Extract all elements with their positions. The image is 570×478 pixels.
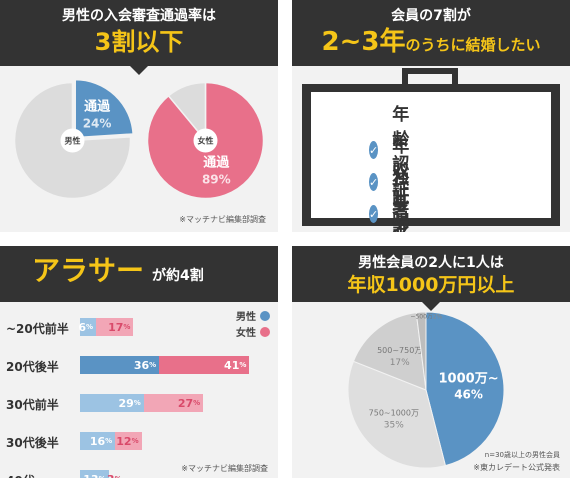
- age-category-label: 20代後半: [6, 360, 59, 374]
- briefcase-handle: [402, 68, 458, 86]
- legend-male-swatch: [260, 310, 270, 321]
- income-note-1: n=30歳以上の男性会員: [484, 451, 560, 459]
- income-highlight: 年収1000万円以上: [347, 274, 515, 296]
- pass-rate-highlight: 3割以下: [94, 28, 184, 56]
- verification-header: 会員の7割が 2~3年のうちに結婚したい: [292, 0, 570, 66]
- income-slice-label: 1000万~: [439, 372, 499, 387]
- legend-male-label: 男性: [236, 312, 256, 323]
- pass-rate-panel: 男性の入会審査通過率は 3割以下 通過 24% 男性 通過 89% 女性 ※マッチナビ編…: [0, 0, 278, 232]
- briefcase-inner: ✓年齢認証✓年収証明✓独身証明✓著名人認証: [311, 92, 551, 232]
- income-slice-label: 750~1000万: [369, 408, 419, 417]
- verification-item: ✓ 独身証明: [369, 164, 419, 232]
- verification-item: ✓ 年収証明: [369, 132, 419, 232]
- age-category-label: 30代前半: [6, 398, 59, 412]
- header-notch: [129, 65, 149, 75]
- verification-item-label: 年収証明: [392, 137, 411, 232]
- check-icon: ✓: [369, 205, 379, 223]
- female-pass-value: 89%: [202, 173, 231, 187]
- male-bar: 13%: [80, 470, 109, 478]
- briefcase: ✓年齢認証✓年収証明✓独身証明✓著名人認証: [302, 84, 560, 232]
- male-pass-value: 24%: [83, 116, 112, 130]
- income-slice: [425, 311, 505, 467]
- female-other-slice: [167, 81, 207, 143]
- pass-rate-note: ※マッチナビ編集部調査: [179, 215, 266, 224]
- female-pass-label: 通過: [203, 155, 230, 171]
- male-pass-slice: [74, 78, 134, 139]
- female-bar: 17%: [96, 318, 134, 336]
- income-note-2: ※東カレデート公式発表: [473, 463, 560, 472]
- income-slice-label: 500~750万: [377, 346, 422, 355]
- verification-highlight: 2~3年: [321, 27, 406, 57]
- male-center-label: 男性: [65, 136, 81, 146]
- age-title-rest: が約4割: [152, 268, 204, 284]
- income-pie: 1000万~46% 750~1000万 35% 500~750万 17% ~500万 2%: [347, 311, 505, 469]
- check-icon: ✓: [369, 141, 379, 159]
- verification-item-label: 独身証明: [392, 169, 411, 232]
- age-category-label: ~20代前半: [6, 322, 69, 336]
- income-slice-value: 17%: [390, 358, 410, 368]
- age-note: ※マッチナビ編集部調査: [181, 464, 268, 473]
- male-bar: 16%: [80, 432, 116, 450]
- verification-item: ✓ 著名人認証: [369, 196, 419, 232]
- male-bar: 29%: [80, 394, 144, 412]
- legend-female: 女性: [236, 324, 270, 339]
- age-category-label: 40代~: [6, 472, 45, 478]
- verification-title-row: 2~3年のうちに結婚したい: [292, 25, 570, 62]
- pie-male: 通過 24%男性: [13, 78, 134, 200]
- male-center-badge: [60, 128, 85, 153]
- legend-female-label: 女性: [236, 328, 256, 339]
- income-slice-label: ~500万: [410, 313, 432, 320]
- legend-female-swatch: [260, 326, 270, 337]
- pass-rate-header: 男性の入会審査通過率は 3割以下: [0, 0, 278, 75]
- income-slice: [352, 312, 427, 391]
- verification-item-label: 年齢認証: [392, 105, 411, 200]
- age-highlight: アラサー: [32, 254, 145, 287]
- income-slice-value: 2%: [433, 313, 443, 320]
- income-slice-value: 35%: [384, 420, 404, 430]
- age-title-row: アラサー が約4割: [0, 252, 278, 290]
- verification-title: 会員の7割が: [391, 8, 471, 24]
- female-bar: 3%: [107, 470, 125, 478]
- male-pass-label: 通過: [84, 98, 111, 114]
- income-slice-value: 46%: [454, 388, 483, 402]
- verification-item-label: 著名人認証: [392, 201, 411, 232]
- income-title: 男性会員の2人に1人は: [358, 255, 504, 271]
- pie-female: 通過 89% 女性: [146, 81, 265, 200]
- female-center-badge: [193, 128, 218, 153]
- female-bar: 27%: [143, 394, 204, 412]
- age-header: アラサー が約4割: [0, 246, 278, 302]
- legend-male: 男性: [236, 308, 270, 323]
- income-slice: [415, 311, 427, 391]
- header-notch: [421, 301, 441, 311]
- verification-panel: 会員の7割が 2~3年のうちに結婚したい ✓年齢認証✓年収証明✓独身証明✓著名人…: [292, 0, 570, 232]
- female-bar: 12%: [115, 432, 142, 450]
- pass-rate-title: 男性の入会審査通過率は: [62, 8, 216, 24]
- income-slice: [347, 360, 447, 469]
- income-header: 男性会員の2人に1人は 年収1000万円以上: [292, 246, 570, 311]
- age-panel: アラサー が約4割 男性 女性 ~20代前半 6% 17% 20代後半 36% 41% 30代…: [0, 246, 278, 478]
- verification-item: ✓ 年齢認証: [369, 100, 419, 200]
- female-center-label: 女性: [198, 136, 214, 146]
- check-icon: ✓: [369, 173, 379, 191]
- income-panel: 男性会員の2人に1人は 年収1000万円以上 1000万~ 46% 750~1000…: [292, 246, 570, 478]
- age-category-label: 30代後半: [6, 436, 59, 450]
- verification-highlight-rest: のうちに結婚したい: [405, 36, 541, 54]
- male-bar: 36%: [80, 356, 160, 374]
- female-bar: 41%: [159, 356, 250, 374]
- male-bar: 6%: [78, 318, 96, 336]
